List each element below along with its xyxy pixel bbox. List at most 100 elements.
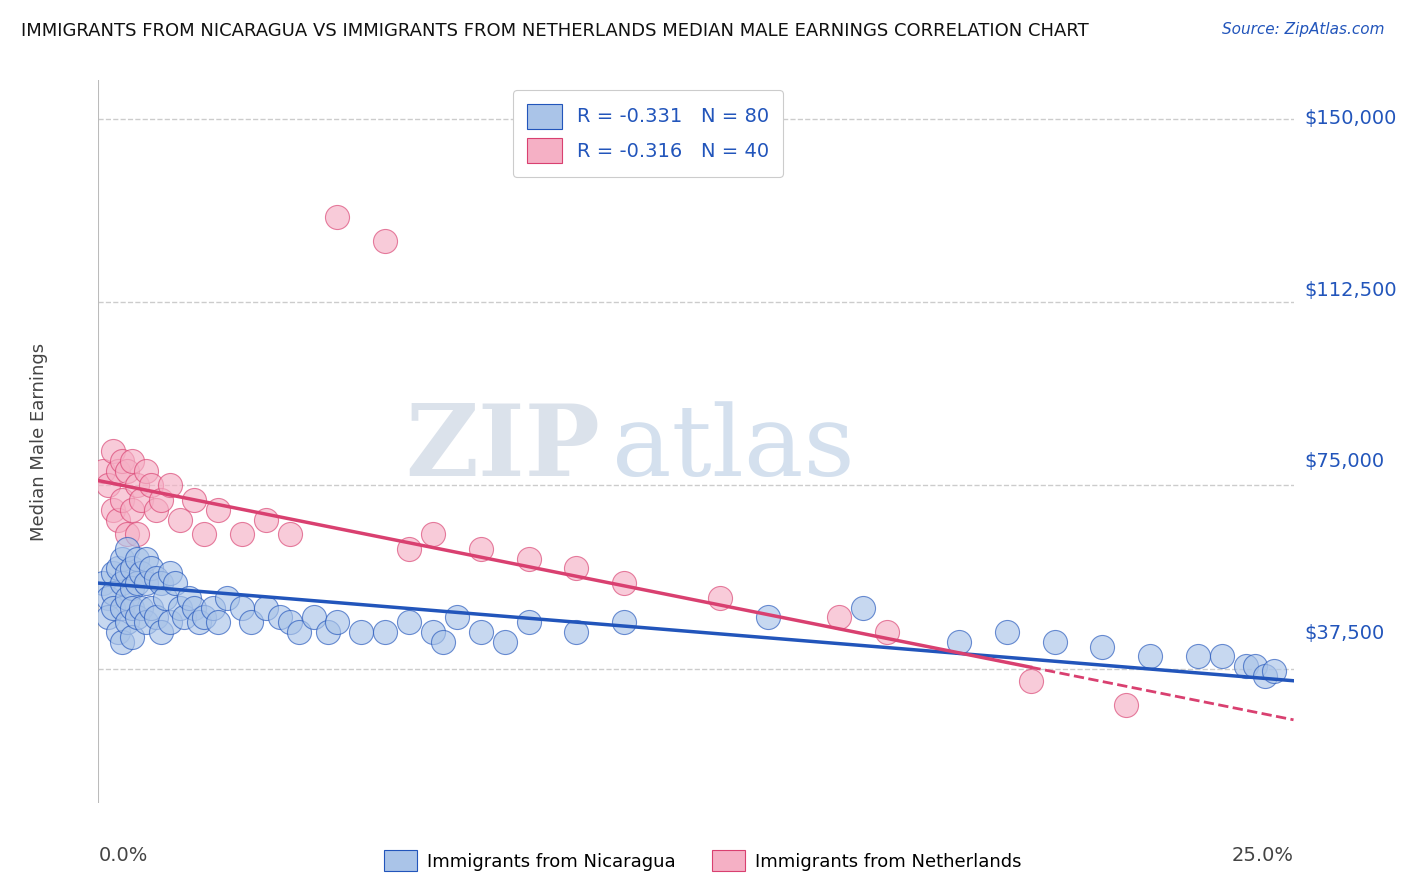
Point <box>1115 698 1137 713</box>
Text: 0.0%: 0.0% <box>98 847 148 865</box>
Point <box>326 615 349 630</box>
Point <box>111 551 134 566</box>
Point <box>97 478 120 492</box>
Point <box>111 493 134 508</box>
Point <box>107 624 129 639</box>
Point <box>121 454 143 468</box>
Point <box>101 503 124 517</box>
Point <box>183 493 205 508</box>
Point <box>121 600 143 615</box>
Point <box>1043 634 1066 648</box>
Point <box>302 610 325 624</box>
Point <box>135 551 157 566</box>
Point <box>852 600 875 615</box>
Point <box>163 576 186 591</box>
Point <box>876 624 898 639</box>
Point <box>107 561 129 575</box>
Point <box>115 615 138 630</box>
Point <box>139 600 162 615</box>
Point <box>1244 659 1267 673</box>
Point <box>278 615 301 630</box>
Point <box>613 576 636 591</box>
Point <box>97 610 120 624</box>
Point <box>91 576 114 591</box>
Point <box>131 493 153 508</box>
Point <box>159 566 181 581</box>
Point <box>193 527 215 541</box>
Point <box>101 600 124 615</box>
Point <box>159 478 181 492</box>
Point <box>1263 664 1285 678</box>
Point <box>125 527 148 541</box>
Point <box>131 566 153 581</box>
Point <box>169 600 191 615</box>
Point <box>115 566 138 581</box>
Text: atlas: atlas <box>613 401 855 497</box>
Text: Source: ZipAtlas.com: Source: ZipAtlas.com <box>1222 22 1385 37</box>
Point <box>422 624 444 639</box>
Point <box>494 634 516 648</box>
Point <box>207 615 229 630</box>
Point <box>155 591 177 605</box>
Point <box>121 581 143 595</box>
Point <box>107 513 129 527</box>
Point <box>111 454 134 468</box>
Point <box>240 615 263 630</box>
Point <box>121 630 143 644</box>
Point <box>565 561 588 575</box>
Point <box>125 610 148 624</box>
Point <box>756 610 779 624</box>
Point <box>135 576 157 591</box>
Point <box>422 527 444 541</box>
Point <box>350 624 373 639</box>
Point <box>432 634 454 648</box>
Point <box>101 566 124 581</box>
Point <box>115 464 138 478</box>
Point <box>254 513 277 527</box>
Point <box>149 624 172 639</box>
Point <box>107 464 129 478</box>
Point <box>1234 659 1257 673</box>
Point <box>149 576 172 591</box>
Point <box>995 624 1018 639</box>
Point <box>159 615 181 630</box>
Point <box>278 527 301 541</box>
Point <box>135 615 157 630</box>
Point <box>115 591 138 605</box>
Point <box>446 610 468 624</box>
Point <box>288 624 311 639</box>
Point <box>374 624 396 639</box>
Point <box>269 610 291 624</box>
Point <box>121 503 143 517</box>
Point <box>374 235 396 249</box>
Point <box>1019 673 1042 688</box>
Point <box>517 615 540 630</box>
Point <box>101 586 124 600</box>
Point <box>948 634 970 648</box>
Legend: R = -0.331   N = 80, R = -0.316   N = 40: R = -0.331 N = 80, R = -0.316 N = 40 <box>513 90 783 177</box>
Text: 25.0%: 25.0% <box>1232 847 1294 865</box>
Point <box>101 444 124 458</box>
Point <box>131 600 153 615</box>
Point <box>828 610 851 624</box>
Point <box>470 541 492 556</box>
Text: ZIP: ZIP <box>405 401 600 497</box>
Text: Median Male Earnings: Median Male Earnings <box>30 343 48 541</box>
Point <box>173 610 195 624</box>
Point <box>193 610 215 624</box>
Point <box>111 600 134 615</box>
Point <box>254 600 277 615</box>
Point <box>709 591 731 605</box>
Point <box>145 610 167 624</box>
Point <box>398 615 420 630</box>
Point <box>139 478 162 492</box>
Point <box>135 464 157 478</box>
Point <box>326 210 349 224</box>
Point <box>125 551 148 566</box>
Point <box>149 493 172 508</box>
Point <box>111 576 134 591</box>
Point <box>169 513 191 527</box>
Point <box>217 591 239 605</box>
Point <box>613 615 636 630</box>
Point <box>207 503 229 517</box>
